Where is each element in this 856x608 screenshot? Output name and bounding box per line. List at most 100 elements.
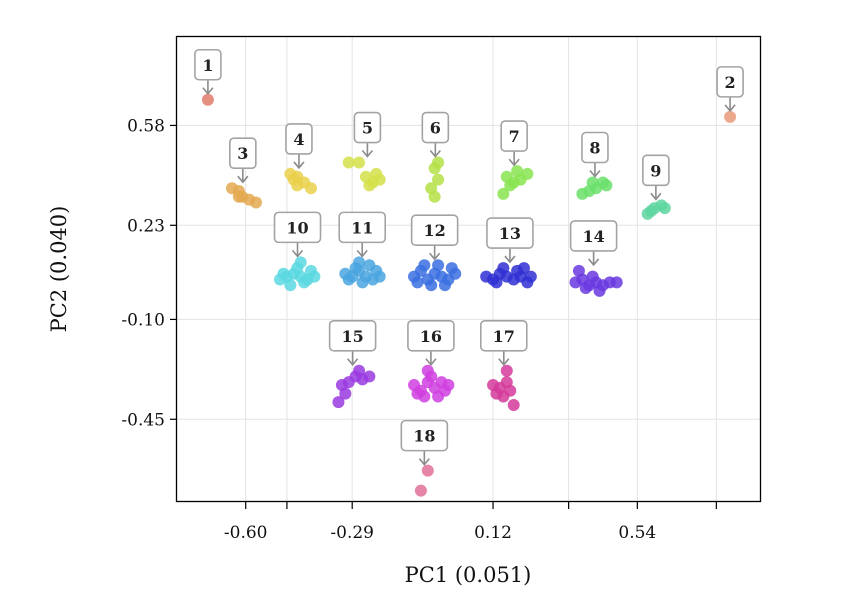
cluster-18-point	[414, 484, 427, 497]
x-tick-label: -0.29	[330, 523, 374, 543]
cluster-5-point	[373, 173, 386, 186]
cluster-18-label-box	[400, 419, 449, 452]
cluster-15-label: 15	[341, 327, 363, 346]
cluster-7-arrow-head	[508, 158, 520, 167]
cluster-14-label-box	[569, 220, 618, 252]
cluster-2-point	[724, 110, 737, 123]
cluster-15-point	[339, 387, 352, 400]
cluster-7-point	[497, 187, 510, 200]
cluster-3-point	[250, 196, 263, 209]
cluster-5-point	[363, 179, 376, 192]
cluster-7-label: 7	[509, 127, 520, 146]
cluster-15-arrow-head	[347, 358, 359, 367]
cluster-17-point	[490, 387, 503, 400]
cluster-11-point	[342, 273, 355, 286]
cluster-11-label-box	[338, 211, 387, 244]
cluster-9-arrow-head	[650, 192, 662, 201]
scatter-points	[201, 93, 737, 497]
cluster-17-arrow-head	[498, 358, 510, 367]
cluster-2-arrow-head	[724, 104, 736, 113]
cluster-2-label: 2	[725, 73, 736, 92]
cluster-9-point	[658, 202, 671, 215]
cluster-12-label: 12	[424, 221, 446, 240]
cluster-18-point	[421, 464, 434, 477]
cluster-9-label: 9	[650, 161, 661, 180]
cluster-12-label-box	[410, 214, 459, 247]
cluster-6-arrow-head	[429, 150, 441, 158]
cluster-12-point	[411, 276, 424, 289]
cluster-6-point	[432, 156, 445, 169]
cluster-13-label: 13	[499, 224, 521, 243]
cluster-10-label-box	[273, 211, 322, 244]
cluster-1-point	[201, 93, 214, 106]
cluster-15-point	[332, 396, 345, 409]
cluster-16-arrow-head	[425, 358, 437, 367]
cluster-13-arrow-head	[504, 255, 516, 264]
y-tick-label: -0.10	[121, 310, 165, 330]
cluster-1-label-box	[194, 48, 222, 81]
cluster-1-arrow-head	[202, 87, 214, 96]
cluster-16-point	[438, 384, 451, 397]
cluster-8-point	[600, 179, 613, 192]
cluster-3-point	[232, 190, 245, 203]
cluster-11-arrow-head	[356, 249, 368, 258]
cluster-17-point	[507, 399, 520, 412]
axis-ticks: -0.60 -0.29 0.12 0.54 0.58 0.23 -0.10 -0.45	[121, 116, 717, 543]
cluster-17-label-box	[479, 319, 528, 352]
cluster-1-label: 1	[202, 56, 213, 75]
cluster-9-label-box	[642, 154, 670, 187]
cluster-2-label-box	[716, 66, 744, 98]
cluster-14-point	[610, 276, 623, 289]
x-tick-label: -0.60	[224, 523, 268, 543]
cluster-15-point	[363, 370, 376, 383]
cluster-4-label-box	[285, 123, 313, 155]
cluster-11-point	[370, 264, 383, 277]
cluster-4-point	[287, 173, 300, 186]
cluster-5-arrow-head	[361, 150, 374, 158]
cluster-3-arrow-head	[237, 175, 249, 184]
cluster-13-point	[517, 262, 530, 275]
x-tick-label: 0.54	[618, 523, 656, 543]
cluster-17-label: 17	[493, 327, 515, 346]
cluster-7-label-box	[500, 120, 528, 152]
cluster-4-label: 4	[293, 130, 304, 149]
cluster-12-point	[445, 262, 458, 275]
cluster-11-point	[356, 276, 369, 289]
cluster-15-label-box	[328, 319, 377, 352]
cluster-13-point	[524, 270, 537, 283]
cluster-13-point	[497, 262, 510, 275]
cluster-3-label-box	[229, 137, 257, 169]
cluster-11-point	[353, 256, 366, 269]
cluster-13-label-box	[486, 217, 534, 249]
x-axis-title: PC1 (0.051)	[405, 563, 532, 587]
cluster-12-point	[432, 259, 445, 272]
cluster-14-point	[593, 284, 606, 297]
cluster-7-point	[507, 176, 520, 189]
cluster-14-arrow-head	[587, 258, 600, 267]
cluster-12-point	[418, 259, 431, 272]
cluster-3-label: 3	[237, 144, 248, 163]
cluster-14-point	[572, 264, 585, 277]
cluster-18-label: 18	[413, 427, 435, 446]
cluster-8-label-box	[581, 131, 609, 164]
cluster-8-label: 8	[589, 138, 600, 157]
cluster-5-label-box	[353, 111, 382, 144]
cluster-18-arrow-head	[418, 458, 430, 466]
cluster-14-point	[579, 282, 592, 295]
cluster-8-point	[586, 176, 599, 189]
y-axis-title: PC2 (0.040)	[47, 206, 71, 333]
cluster-12-point	[425, 279, 438, 292]
cluster-7-point	[521, 167, 534, 180]
cluster-13-point	[490, 276, 503, 289]
cluster-16-point	[411, 387, 424, 400]
cluster-8-arrow-head	[589, 169, 601, 178]
cluster-4-point	[304, 182, 317, 195]
cluster-15-point	[353, 364, 366, 377]
cluster-4-arrow-head	[293, 161, 305, 170]
cluster-12-arrow-head	[429, 252, 441, 261]
cluster-17-point	[500, 364, 513, 377]
cluster-5-label: 5	[362, 119, 373, 138]
cluster-10-point	[298, 276, 311, 289]
cluster-16-label-box	[407, 319, 455, 352]
